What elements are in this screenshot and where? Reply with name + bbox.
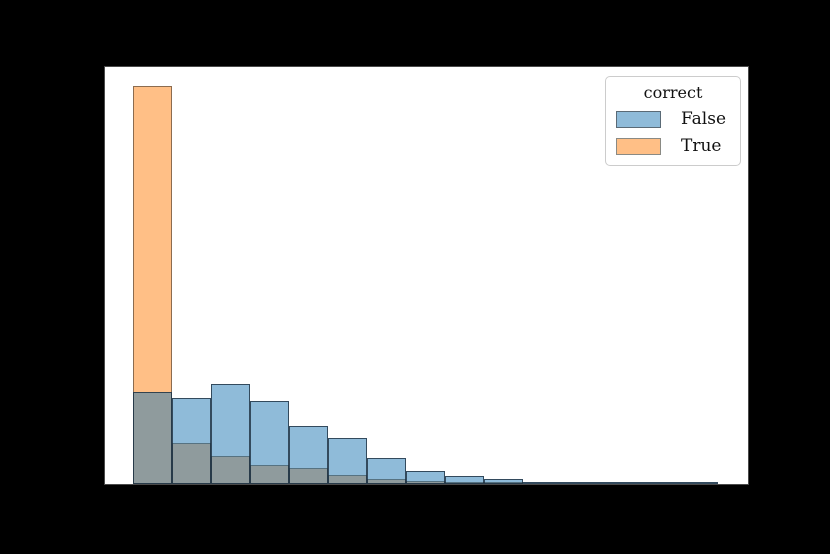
legend-label-true: True [681,136,722,156]
legend-swatch-true [616,137,661,155]
histogram-bar-false-9 [484,479,523,484]
histogram-bar-false-0 [133,392,172,484]
histogram-bar-false-2 [211,384,250,484]
histogram-bar-false-4 [289,426,328,484]
histogram-bar-false-3 [250,401,289,484]
legend-swatch-false [616,110,661,128]
histogram-bar-false-10 [523,481,562,484]
histogram-bar-false-5 [328,438,367,484]
legend: correct False True [605,76,741,166]
histogram-bar-false-14 [679,482,718,484]
histogram-bar-false-8 [445,476,484,484]
histogram-bar-false-12 [601,482,640,484]
legend-row-false: False [616,109,730,129]
legend-label-false: False [681,109,726,129]
histogram-bars-container [105,67,748,484]
histogram-bar-false-6 [367,458,406,484]
plot-area: correct False True [104,66,749,485]
histogram-bar-false-1 [172,398,211,484]
histogram-bar-false-7 [406,471,445,484]
histogram-bar-false-13 [640,482,679,484]
legend-row-true: True [616,136,730,156]
legend-title: correct [643,83,703,102]
histogram-bar-false-11 [562,482,601,484]
